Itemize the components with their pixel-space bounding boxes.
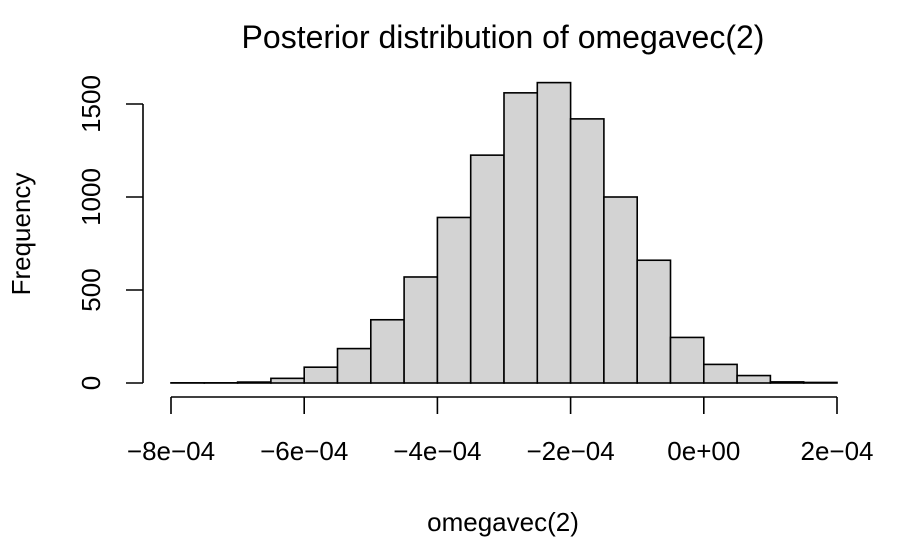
x-tick-label: 2e−04 xyxy=(800,436,873,466)
histogram-bar xyxy=(236,381,272,384)
bars-group xyxy=(170,81,838,384)
y-axis: 0 500 1000 1500 xyxy=(76,75,144,390)
histogram-bar xyxy=(503,92,539,384)
histogram-bar xyxy=(369,318,405,384)
histogram-bar xyxy=(769,381,805,384)
x-axis: −8e−04 −6e−04 −4e−04 −2e−04 0e+00 2e−04 xyxy=(127,396,874,466)
y-axis-label: Frequency xyxy=(6,173,36,296)
x-axis-label: omegavec(2) xyxy=(427,507,579,537)
y-tick-label: 1500 xyxy=(76,75,106,133)
x-tick-label: 0e+00 xyxy=(667,436,740,466)
histogram-bar xyxy=(603,196,639,384)
histogram-bar xyxy=(403,276,439,384)
histogram-bar xyxy=(270,377,305,384)
chart-title: Posterior distribution of omegavec(2) xyxy=(242,19,765,55)
x-tick-label: −6e−04 xyxy=(260,436,348,466)
histogram-bar xyxy=(736,374,772,384)
histogram-bar xyxy=(669,336,705,384)
x-tick-label: −2e−04 xyxy=(526,436,614,466)
histogram-bar xyxy=(436,216,472,384)
y-tick-label: 0 xyxy=(76,376,106,390)
histogram-bar xyxy=(802,381,838,384)
histogram-bar xyxy=(469,154,505,384)
x-tick-label: −4e−04 xyxy=(393,436,481,466)
histogram-bar xyxy=(303,366,339,384)
y-tick-label: 500 xyxy=(76,268,106,311)
histogram-bar xyxy=(702,363,738,384)
histogram-bar xyxy=(569,118,605,384)
histogram-bar xyxy=(336,347,372,384)
histogram-bar xyxy=(636,259,672,384)
x-tick-label: −8e−04 xyxy=(127,436,215,466)
y-tick-label: 1000 xyxy=(76,168,106,226)
histogram-bar xyxy=(536,81,572,384)
